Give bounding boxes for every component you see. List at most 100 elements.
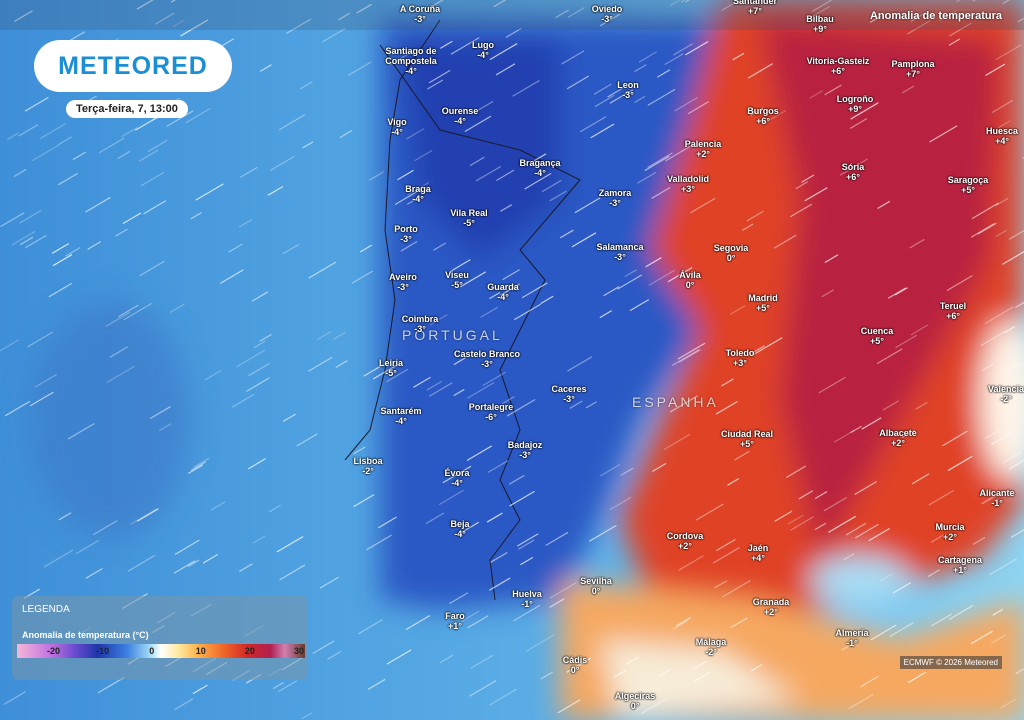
city-anomaly: -3° [414,14,426,24]
city-name: Santarém [380,406,422,416]
wind-streak [970,222,995,238]
wind-streak [428,382,453,397]
wind-streak [43,549,74,568]
wind-streak [239,166,258,178]
wind-streak [439,654,454,664]
wind-streak [984,306,1014,325]
wind-streak [991,99,1014,114]
wind-streak [845,522,867,536]
wind-streak [368,171,384,181]
wind-streak [991,634,1007,644]
wind-streak [459,271,487,288]
wind-streak [939,10,957,22]
city-name: Cádis [562,655,588,665]
wind-streak [930,534,945,543]
city-name: Sória [841,162,865,172]
wind-streak [674,97,698,112]
wind-streak [645,257,662,268]
city-anomaly: +6° [946,311,960,321]
wind-streak [187,559,200,568]
city-name: Pamplona [891,59,935,69]
wind-streak [388,52,410,66]
wind-streak [545,531,569,546]
wind-streak [338,12,351,21]
wind-streak [893,582,912,594]
wind-streak [839,158,868,176]
city-anomaly: 0° [591,586,601,596]
city-label: Segovia 0° [714,243,749,263]
wind-streak [750,107,764,116]
wind-streak [721,378,734,387]
wind-streak [7,132,19,141]
wind-streak [252,535,266,544]
wind-streak [135,115,161,131]
wind-streak [850,425,862,434]
scale-tick: 30 [293,646,305,656]
wind-streak [19,209,42,224]
city-anomaly: -5° [385,368,397,378]
wind-streak [192,684,208,695]
wind-streak [67,423,95,440]
wind-streak [296,433,318,447]
city-label: Évora -4° [444,468,469,488]
wind-streak [520,556,534,566]
wind-streak [193,457,210,468]
wind-streak [466,445,492,462]
layer-title[interactable]: Anomalia de temperatura [869,10,1002,22]
wind-streak [428,69,451,84]
city-label: A Coruña -3° [400,4,440,24]
logo[interactable]: METEORED [34,40,232,92]
wind-streak [930,613,952,627]
wind-streak [502,269,520,281]
city-name: Leon [617,80,639,90]
wind-streak [302,141,314,149]
wind-streak [599,13,621,27]
wind-streak [58,136,72,146]
wind-streak [790,203,813,218]
wind-streak [282,243,300,255]
wind-streak [1015,301,1024,309]
wind-streak [790,516,814,531]
city-anomaly: -4° [534,168,546,178]
city-anomaly: 0° [630,701,640,711]
legend-subtitle: Anomalia de temperatura (°C) [22,630,149,640]
wind-streak [149,406,171,420]
legend: LEGENDA Anomalia de temperatura (°C) -20… [12,596,308,680]
wind-streak [677,342,706,360]
wind-streak [671,349,700,367]
city-name: Ávila [679,270,701,280]
city-anomaly: +5° [756,303,770,313]
wind-streak [259,333,272,342]
wind-streak [599,310,613,319]
wind-streak [358,619,383,635]
wind-streak [927,569,940,578]
city-name: Huesca [985,126,1019,136]
city-name: Castelo Branco [453,349,521,359]
wind-streak [656,69,671,78]
city-anomaly: +7° [906,69,920,79]
wind-streak [1010,529,1024,538]
wind-streak [561,50,585,65]
city-name: Caceres [551,384,587,394]
wind-streak [238,563,253,573]
wind-streak [1008,459,1024,470]
city-anomaly: -2° [1000,394,1012,404]
wind-streak [821,289,835,298]
wind-streak [129,508,157,526]
wind-streak [716,538,736,552]
wind-streak [406,197,418,205]
wind-streak [818,376,846,394]
wind-streak [353,494,375,508]
city-name: Algeciras [614,691,656,701]
wind-streak [525,634,555,652]
wind-streak [185,107,211,124]
wind-streak [253,340,266,349]
wind-streak [1000,698,1016,709]
city-label: Lugo -4° [472,40,494,60]
city-label: Albacete +2° [879,428,917,448]
wind-streak [692,660,708,670]
wind-streak [115,228,128,237]
wind-streak [985,63,1006,77]
wind-streak [665,143,695,162]
wind-streak [427,79,444,90]
